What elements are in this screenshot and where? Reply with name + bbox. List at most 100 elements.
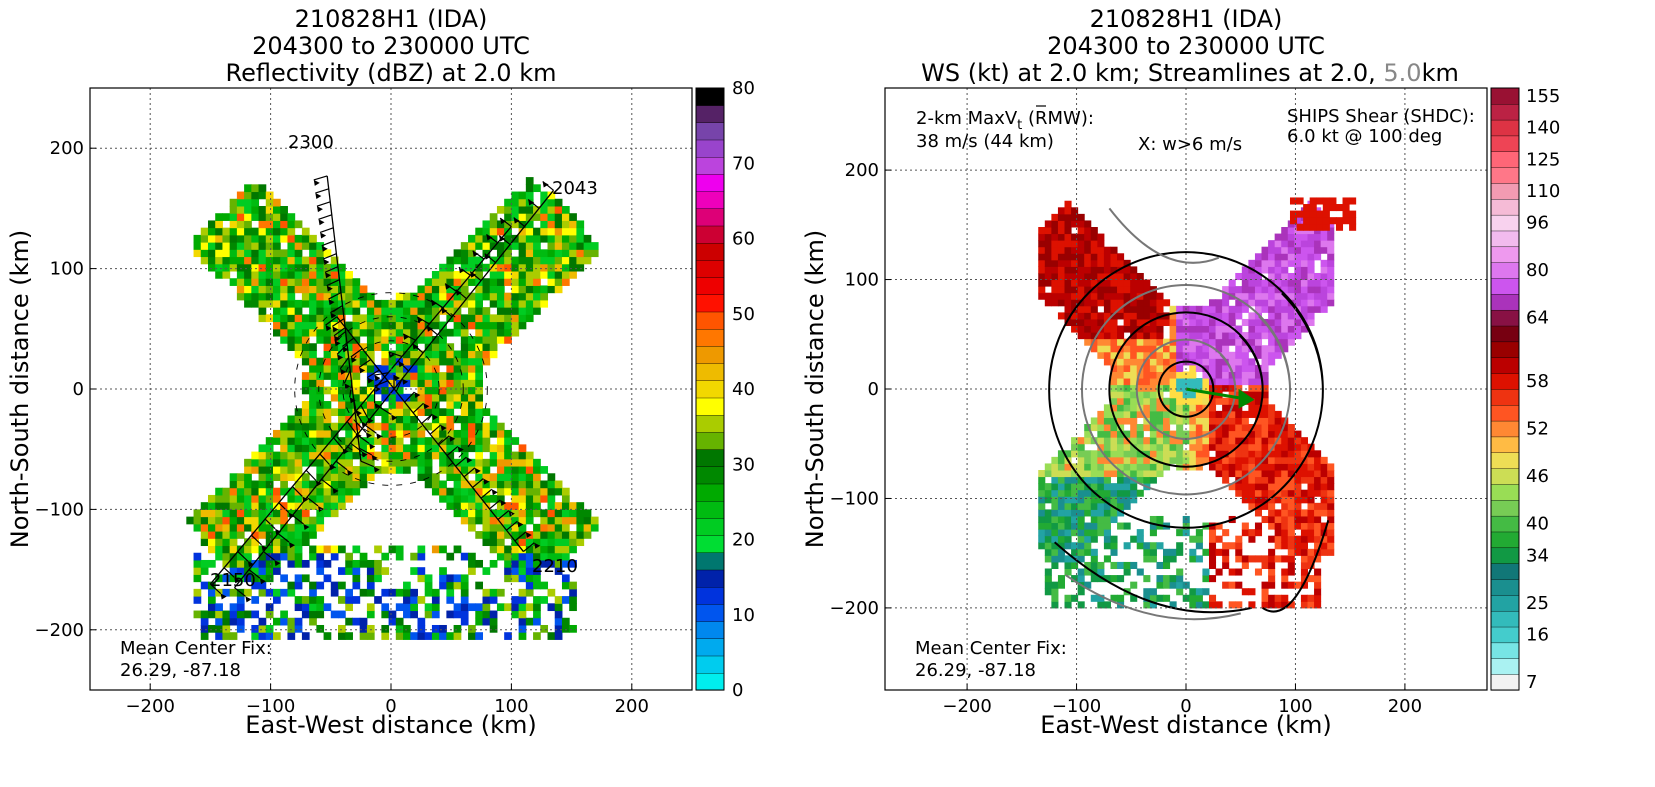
reflectivity-cell	[251, 559, 260, 568]
reflectivity-cell	[460, 588, 469, 597]
wind-speed-cell	[1156, 332, 1164, 340]
colorbar-segment	[695, 655, 725, 674]
wind-speed-cell	[1268, 555, 1276, 563]
wind-speed-cell	[1215, 430, 1223, 438]
reflectivity-cell	[301, 256, 310, 265]
wind-speed-cell	[1268, 424, 1276, 432]
wind-speed-cell	[1097, 259, 1105, 267]
wind-speed-cell	[1156, 358, 1164, 366]
wind-speed-cell	[1117, 561, 1125, 570]
reflectivity-cell	[301, 480, 310, 489]
wind-speed-cell	[1090, 253, 1098, 261]
reflectivity-cell	[309, 596, 317, 604]
wind-speed-cell	[1327, 509, 1335, 517]
reflectivity-cell	[475, 632, 484, 640]
reflectivity-cell	[424, 364, 433, 373]
wind-speed-cell	[1274, 410, 1282, 418]
wind-speed-cell	[1149, 345, 1157, 353]
reflectivity-cell	[431, 588, 440, 597]
wind-speed-cell	[1228, 483, 1236, 491]
wind-speed-cell	[1314, 253, 1322, 261]
wind-speed-cell	[1123, 568, 1131, 576]
reflectivity-cell	[388, 588, 397, 597]
reflectivity-cell	[294, 336, 303, 344]
reflectivity-cell	[287, 343, 296, 351]
reflectivity-cell	[381, 328, 390, 337]
wind-speed-cell	[1241, 318, 1249, 327]
wind-speed-cell	[1314, 509, 1322, 517]
reflectivity-cell	[439, 292, 447, 301]
wind-speed-cell	[1103, 515, 1111, 524]
reflectivity-cell	[525, 256, 534, 265]
wind-speed-cell	[1281, 332, 1289, 340]
reflectivity-cell	[424, 285, 433, 294]
wind-barb-flag	[315, 480, 322, 487]
reflectivity-cell	[431, 379, 440, 388]
wind-speed-cell	[1281, 279, 1289, 287]
reflectivity-cell	[446, 328, 455, 337]
wind-barb-flag	[316, 206, 323, 213]
wind-speed-cell	[1110, 450, 1118, 458]
reflectivity-cell	[511, 559, 520, 568]
wind-speed-cell	[1314, 279, 1322, 287]
reflectivity-cell	[410, 588, 418, 597]
wind-speed-cell	[1044, 279, 1052, 287]
reflectivity-cell	[453, 487, 462, 496]
reflectivity-cell	[547, 256, 556, 265]
wind-speed-cell	[1261, 496, 1269, 504]
wind-speed-cell	[1176, 581, 1184, 589]
reflectivity-cell	[446, 422, 455, 431]
reflectivity-cell	[236, 545, 245, 554]
reflectivity-cell	[453, 271, 462, 279]
wind-speed-cell	[1110, 417, 1118, 425]
reflectivity-cell	[489, 292, 498, 301]
wind-speed-cell	[1287, 246, 1295, 254]
reflectivity-cell	[215, 574, 223, 583]
reflectivity-cell	[287, 299, 296, 308]
reflectivity-cell	[547, 545, 556, 554]
reflectivity-cell	[468, 263, 476, 272]
wind-speed-cell	[1287, 548, 1295, 556]
reflectivity-cell	[273, 473, 281, 482]
reflectivity-cell	[547, 632, 556, 640]
wind-speed-cell	[1195, 384, 1203, 392]
max-vt-line-2: 38 m/s (44 km)	[916, 131, 1054, 152]
wind-speed-cell	[1307, 555, 1315, 563]
reflectivity-cell	[388, 437, 397, 445]
reflectivity-cell	[518, 249, 527, 258]
reflectivity-cell	[453, 473, 462, 482]
wind-speed-cell	[1287, 515, 1295, 524]
wind-speed-cell	[1117, 437, 1125, 445]
wind-barb-flag	[500, 499, 507, 506]
reflectivity-cell	[229, 256, 238, 265]
reflectivity-cell	[294, 617, 303, 626]
reflectivity-cell	[395, 408, 404, 416]
wind-speed-cell	[1071, 279, 1079, 287]
wind-speed-cell	[1057, 227, 1066, 235]
wind-speed-cell	[1300, 575, 1308, 583]
reflectivity-cell	[330, 386, 339, 395]
reflectivity-cell	[287, 263, 296, 272]
colorbar-segment	[1490, 499, 1520, 517]
reflectivity-cell	[265, 437, 274, 445]
reflectivity-cell	[533, 307, 541, 315]
reflectivity-cell	[547, 473, 556, 482]
reflectivity-cell	[475, 227, 484, 236]
reflectivity-cell	[301, 321, 310, 330]
reflectivity-cell	[460, 429, 469, 438]
flight-leg	[326, 175, 362, 462]
right-x-axis-label: East-West distance (km)	[1040, 711, 1331, 739]
reflectivity-cell	[424, 393, 433, 402]
reflectivity-cell	[338, 494, 346, 503]
wind-speed-cell	[1287, 509, 1295, 517]
reflectivity-cell	[453, 299, 462, 308]
wind-speed-cell	[1136, 299, 1144, 307]
streamline	[1108, 311, 1264, 468]
wind-barb-flag	[417, 316, 424, 323]
wind-speed-cell	[1057, 575, 1066, 583]
reflectivity-cell	[309, 494, 317, 503]
reflectivity-cell	[417, 466, 426, 474]
reflectivity-cell	[359, 415, 368, 424]
wind-speed-cell	[1169, 318, 1177, 327]
